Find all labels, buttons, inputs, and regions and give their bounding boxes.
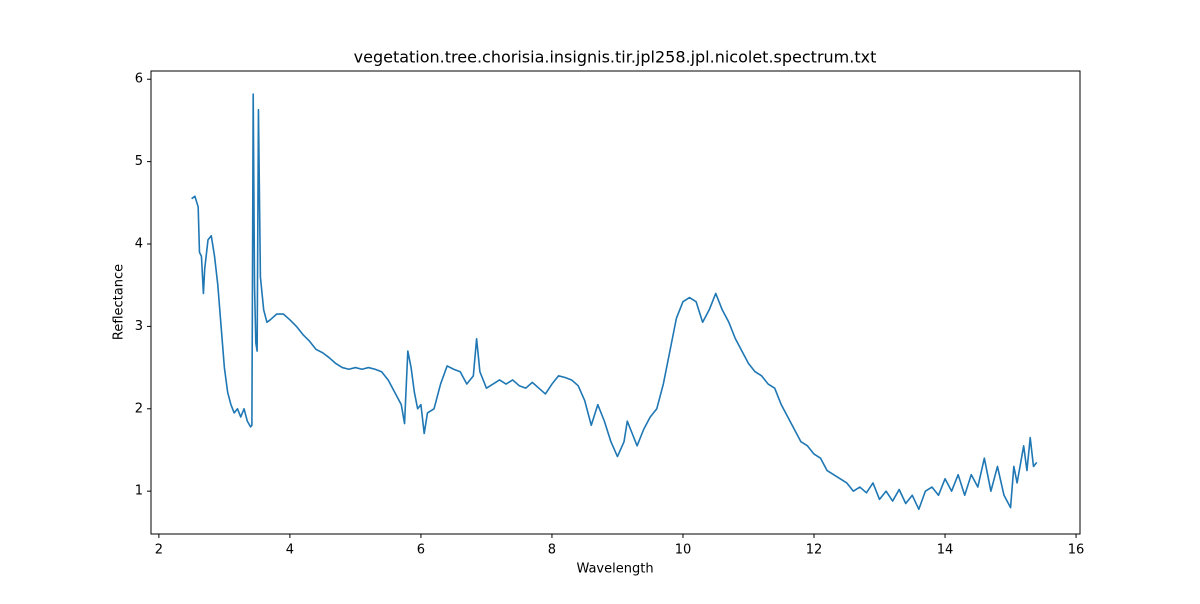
y-tick-label: 2 [135, 401, 143, 416]
y-axis-label: Reflectance [112, 264, 127, 340]
y-tick-label: 3 [135, 319, 143, 334]
data-line [191, 93, 1038, 511]
y-tick-label: 6 [135, 72, 143, 87]
x-axis-label: Wavelength [576, 562, 653, 577]
x-tick-label: 8 [548, 543, 556, 558]
x-tick-label: 4 [286, 543, 294, 558]
axes-frame [150, 70, 1081, 535]
chart-title: vegetation.tree.chorisia.insignis.tir.jp… [354, 48, 877, 67]
x-tick-label: 16 [1068, 543, 1085, 558]
x-tick-label: 2 [155, 543, 163, 558]
y-tick-label: 5 [135, 154, 143, 169]
y-tick-label: 4 [135, 237, 143, 252]
x-tick-label: 10 [675, 543, 692, 558]
x-tick-label: 6 [417, 543, 425, 558]
x-tick-label: 14 [937, 543, 954, 558]
x-tick-label: 12 [806, 543, 823, 558]
y-tick-label: 1 [135, 484, 143, 499]
